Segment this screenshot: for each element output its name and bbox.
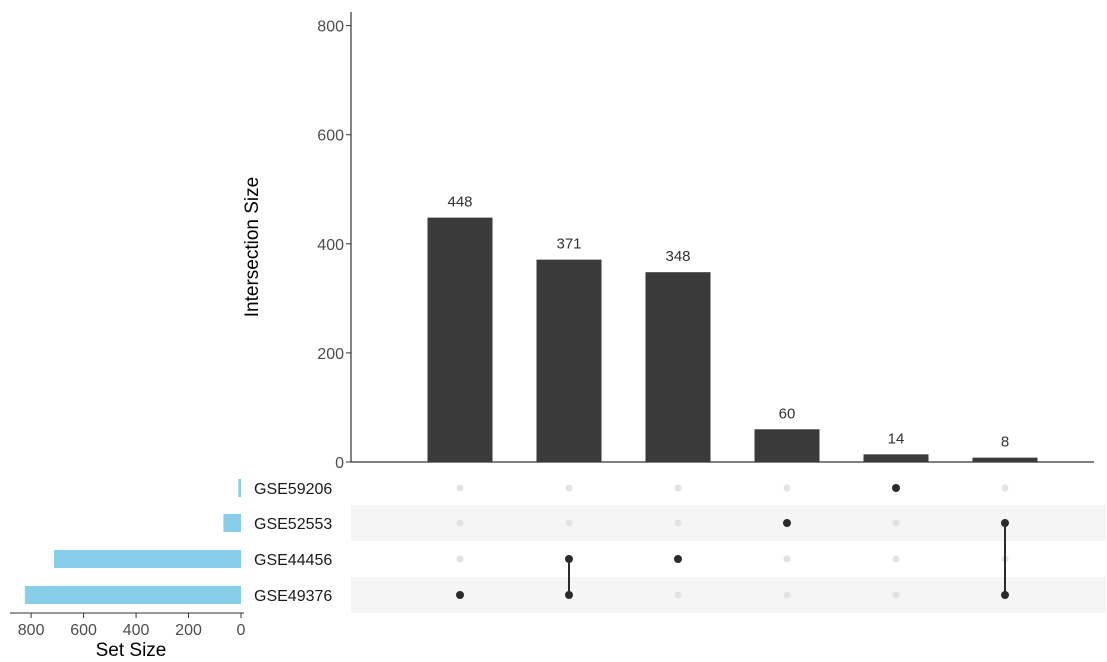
bar-value-label: 60 [779, 405, 796, 422]
set-name-label: GSE44456 [254, 552, 332, 569]
set-size-bar [238, 479, 241, 497]
bar-value-label: 448 [447, 194, 472, 211]
matrix-dot-inactive [892, 519, 900, 527]
matrix-dot-active [892, 484, 900, 492]
y-tick-label: 800 [317, 19, 344, 36]
matrix-dot-inactive [456, 519, 464, 527]
bar-value-label: 14 [888, 430, 905, 447]
matrix-dot-inactive [892, 555, 900, 563]
matrix-stripes [351, 505, 1106, 613]
set-size-tick-label: 0 [237, 622, 246, 639]
set-size-bar [223, 514, 241, 532]
y-tick-label: 200 [317, 346, 344, 363]
y-axis-title-group: Intersection Size [242, 177, 263, 317]
intersection-bar [536, 259, 602, 462]
intersection-bar [863, 454, 929, 462]
matrix-dot-active [456, 591, 464, 599]
matrix-dot-inactive [565, 484, 573, 492]
matrix-dot-inactive [674, 484, 682, 492]
set-size-bars: GSE59206 GSE52553 GSE44456 GSE49376 [24, 479, 332, 605]
matrix-dot-inactive [1001, 484, 1009, 492]
y-axis-title: Intersection Size [242, 177, 263, 317]
matrix-dot-active [1001, 591, 1009, 599]
y-tick-label: 0 [335, 455, 344, 472]
set-size-bar [24, 586, 241, 604]
intersection-bar [972, 457, 1038, 462]
intersection-bar [427, 217, 493, 462]
bar-value-label: 348 [665, 248, 690, 265]
set-size-tick-label: 200 [175, 622, 202, 639]
bar-value-label: 371 [556, 236, 581, 253]
matrix-dot-active [1001, 519, 1009, 527]
set-name-label: GSE59206 [254, 481, 332, 498]
intersection-bars: 448 371 348 60 14 8 [427, 194, 1038, 462]
matrix-dot-active [783, 519, 791, 527]
matrix-dot-inactive [674, 519, 682, 527]
matrix-dot-active [565, 555, 573, 563]
intersection-bar [645, 272, 711, 462]
set-size-bar [53, 550, 241, 568]
matrix-stripe [351, 505, 1106, 541]
set-size-axis: 800 600 400 200 0 [10, 612, 246, 639]
y-tick-label: 400 [317, 237, 344, 254]
matrix-dot-inactive [565, 519, 573, 527]
matrix-dot-inactive [783, 591, 791, 599]
matrix-dot-inactive [456, 484, 464, 492]
matrix-stripe [351, 577, 1106, 613]
set-size-tick-label: 400 [123, 622, 150, 639]
matrix-dot-inactive [674, 591, 682, 599]
set-size-tick-label: 600 [70, 622, 97, 639]
matrix-dot-active [565, 591, 573, 599]
bar-value-label: 8 [1001, 434, 1009, 451]
matrix-dot-inactive [456, 555, 464, 563]
matrix-dot-inactive [892, 591, 900, 599]
intersection-bar [754, 429, 820, 462]
matrix-dot-inactive [783, 484, 791, 492]
intersection-matrix [456, 484, 1009, 599]
matrix-dot-inactive [783, 555, 791, 563]
set-name-label: GSE49376 [254, 588, 332, 605]
y-tick-label: 600 [317, 128, 344, 145]
matrix-dot-active [674, 555, 682, 563]
set-size-tick-label: 800 [18, 622, 45, 639]
set-name-label: GSE52553 [254, 516, 332, 533]
set-size-axis-title: Set Size [96, 640, 167, 661]
